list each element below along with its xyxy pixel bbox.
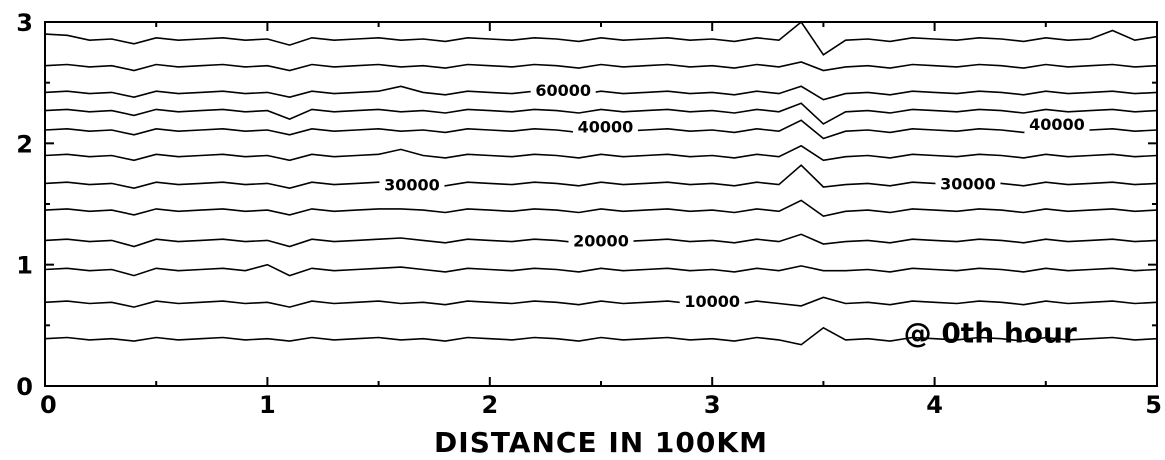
y-tick-label: 3 (16, 9, 33, 37)
contour-label: 40000 (578, 117, 634, 136)
contour-label-bg (572, 116, 638, 137)
contour-line (44, 102, 1158, 125)
contour-line (44, 144, 1158, 162)
contour-label-bg (530, 79, 596, 100)
contour-line (44, 296, 1158, 308)
time-annotation: @ 0th hour (904, 317, 1077, 350)
contour-label: 30000 (384, 176, 440, 195)
x-tick-label: 2 (481, 391, 498, 419)
contour-line (44, 326, 1158, 346)
contour-label: 30000 (940, 174, 996, 193)
contour-label: 60000 (535, 81, 591, 100)
contour-label: 10000 (684, 292, 740, 311)
contour-line (44, 263, 1158, 277)
contour-label: 20000 (573, 231, 629, 250)
axes: 0 1 2 3 4 5 0 1 2 3 (16, 9, 1162, 419)
y-tick-label: 2 (16, 130, 33, 158)
x-tick-label: 1 (259, 391, 276, 419)
y-tick-label: 0 (16, 373, 33, 401)
x-tick-label: 3 (704, 391, 721, 419)
contour-line (44, 20, 1158, 56)
x-axis-title: DISTANCE IN 100KM (434, 426, 768, 459)
contour-label-bg (1024, 113, 1090, 134)
x-tick-label: 4 (926, 391, 943, 419)
contour-labels: 60000 40000 40000 30000 30000 20000 10000 (379, 79, 1090, 312)
x-tick-label: 5 (1145, 391, 1162, 419)
contour-label-bg (568, 230, 634, 251)
contour-line (44, 199, 1158, 217)
contour-line (44, 61, 1158, 72)
contour-label-bg (935, 173, 1001, 194)
contour-label-bg (379, 174, 445, 195)
contour-line (44, 85, 1158, 101)
contour-label-bg (679, 291, 745, 312)
contour-label: 40000 (1029, 115, 1085, 134)
x-tick-label: 0 (40, 391, 57, 419)
y-tick-label: 1 (16, 252, 33, 280)
